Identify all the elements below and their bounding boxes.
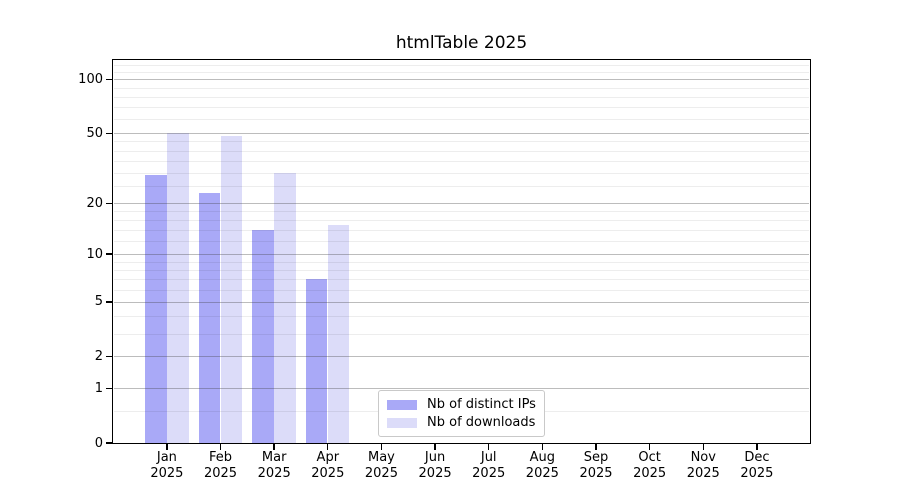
x-tick-mark: [380, 444, 383, 450]
x-tick-mark: [702, 444, 704, 450]
y-tick-label: 20: [86, 195, 103, 211]
x-tick-label: May 2025: [364, 450, 398, 481]
x-tick-label: Nov 2025: [686, 450, 720, 481]
y-tick-label: 0: [94, 435, 103, 451]
y-tick-label: 100: [78, 71, 103, 87]
x-tick-label: Dec 2025: [740, 450, 774, 481]
plot-area-border: [112, 59, 811, 444]
x-tick-mark: [166, 444, 168, 450]
legend-label-distinct-ips: Nb of distinct IPs: [427, 397, 536, 412]
x-tick-mark: [595, 444, 597, 450]
x-tick-label: Mar 2025: [257, 450, 291, 481]
legend-label-downloads: Nb of downloads: [427, 415, 536, 430]
x-tick-mark: [541, 444, 544, 450]
x-tick-label: Oct 2025: [633, 450, 667, 481]
y-tick-label: 1: [94, 380, 103, 396]
y-tick-label: 10: [86, 246, 103, 262]
y-tick-label: 2: [94, 348, 103, 364]
x-tick-label: Aug 2025: [525, 450, 559, 481]
legend-item-distinct-ips: Nb of distinct IPs: [387, 397, 536, 412]
chart-title: htmlTable 2025: [395, 33, 528, 53]
x-tick-mark: [219, 444, 222, 450]
x-tick-label: Feb 2025: [203, 450, 238, 481]
legend-swatch-downloads-icon: [387, 417, 417, 428]
legend-swatch-distinct-ips-icon: [387, 399, 417, 410]
legend-item-downloads: Nb of downloads: [387, 415, 536, 430]
x-tick-label: Jul 2025: [472, 450, 506, 481]
x-tick-label: Jan 2025: [150, 450, 184, 481]
x-tick-mark: [327, 444, 329, 450]
x-tick-label: Apr 2025: [311, 450, 345, 481]
x-tick-label: Jun 2025: [418, 450, 452, 481]
x-tick-mark: [756, 444, 758, 450]
x-tick-mark: [434, 444, 436, 450]
legend: Nb of distinct IPs Nb of downloads: [378, 390, 545, 437]
x-tick-mark: [273, 444, 275, 450]
x-tick-mark: [648, 444, 651, 450]
y-tick-label: 50: [86, 125, 103, 141]
x-tick-label: Sep 2025: [579, 450, 613, 481]
x-tick-mark: [488, 444, 490, 450]
y-tick-label: 5: [94, 294, 103, 310]
